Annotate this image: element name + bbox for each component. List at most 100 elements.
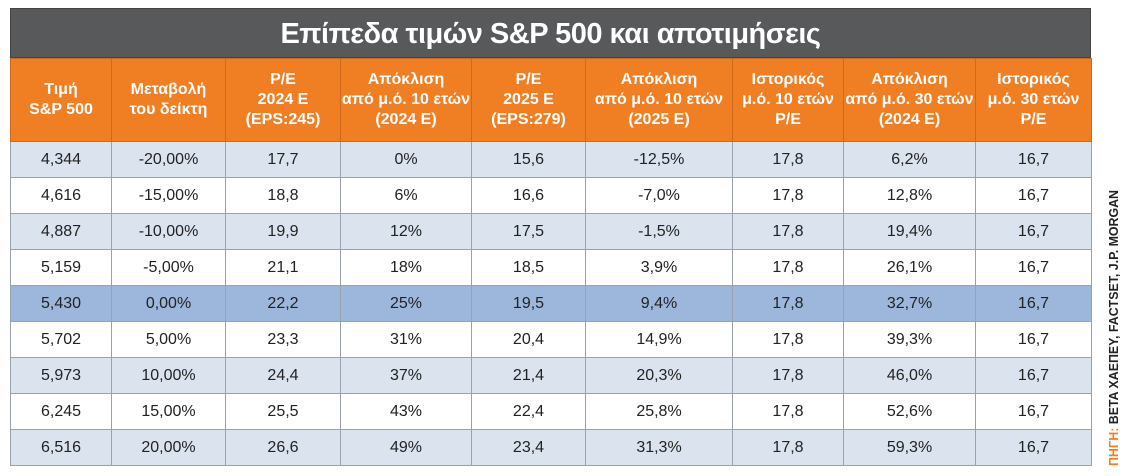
table-row: 5,159 -5,00% 21,1 18% 18,5 3,9% 17,8 26,1% 16,7 (10, 249, 1092, 286)
table-cell: 19,5 (471, 285, 586, 322)
table-cell: 24,4 (225, 357, 341, 394)
column-header-line: P/E (270, 71, 296, 88)
table-cell: 5,159 (10, 249, 112, 286)
table-cell: 4,344 (10, 141, 112, 178)
column-header-line: P/E (515, 71, 542, 88)
table-cell: 15,6 (471, 141, 586, 178)
table-cell: 9,4% (585, 285, 733, 322)
table-cell: 17,7 (225, 141, 341, 178)
table-row: 4,887 -10,00% 19,9 12% 17,5 -1,5% 17,8 19,4% 16,… (10, 213, 1092, 250)
table-cell: 6,2% (843, 141, 976, 178)
column-header-line: (2024 E) (375, 111, 437, 128)
table-cell: 20,3% (585, 357, 733, 394)
table-cell: 19,9 (225, 213, 341, 250)
column-header-line: 2024 E (257, 91, 309, 108)
column-header-4: Απόκλιση από μ.ό. 10 ετών (2024 E) (340, 58, 472, 142)
table-cell: 6,516 (10, 429, 112, 466)
column-header-line: του δείκτη (129, 101, 208, 118)
table-cell: 16,7 (975, 285, 1092, 322)
table-row: 5,973 10,00% 24,4 37% 21,4 20,3% 17,8 46,0% 16,7 (10, 357, 1092, 394)
table-cell: 21,4 (471, 357, 586, 394)
table-cell: 17,8 (732, 213, 844, 250)
column-header-line: Ιστορικός (751, 71, 825, 88)
table-cell: 26,1% (843, 249, 976, 286)
table-cell: -15,00% (111, 177, 226, 214)
table-cell: 32,7% (843, 285, 976, 322)
table-cell: 18,5 (471, 249, 586, 286)
table-cell: 12,8% (843, 177, 976, 214)
table-cell: -12,5% (585, 141, 733, 178)
column-header-line: Ιστορικός (997, 71, 1070, 88)
valuation-table: Τιμή S&P 500 Μεταβολή του δείκτη P/E 2024 E (E… (10, 58, 1092, 466)
table-cell: 17,8 (732, 357, 844, 394)
column-header-1: Τιμή S&P 500 (10, 58, 112, 142)
table-cell: 18,8 (225, 177, 341, 214)
table-cell: 20,4 (471, 321, 586, 358)
column-header-line: 2025 E (503, 91, 554, 108)
column-header-line: S&P 500 (29, 101, 93, 118)
table-row: 5,702 5,00% 23,3 31% 20,4 14,9% 17,8 39,3% 16,7 (10, 321, 1092, 358)
table-cell: 5,430 (10, 285, 112, 322)
column-header-line: μ.ό. 30 ετών (987, 91, 1080, 108)
column-header-line: Απόκλιση (367, 71, 445, 88)
table-cell: 46,0% (843, 357, 976, 394)
table-cell: 3,9% (585, 249, 733, 286)
table-cell: -10,00% (111, 213, 226, 250)
table-cell: 18% (340, 249, 472, 286)
column-header-6: Απόκλιση από μ.ό. 10 ετών (2025 E) (585, 58, 733, 142)
source-names: BETA ΧΑΕΠΕΥ, FACTSET, J.P. MORGAN (1106, 190, 1121, 428)
table-cell: 23,3 (225, 321, 341, 358)
table-cell: 5,00% (111, 321, 226, 358)
column-header-line: P/E (775, 111, 801, 128)
table-cell: 10,00% (111, 357, 226, 394)
table-cell: 12% (340, 213, 472, 250)
table-cell: 16,7 (975, 213, 1092, 250)
table-title: Επίπεδα τιμών S&P 500 και αποτιμήσεις (10, 8, 1091, 58)
table-cell: 16,6 (471, 177, 586, 214)
column-header-5: P/E 2025 E (EPS:279) (471, 58, 586, 142)
table-cell: 17,8 (732, 429, 844, 466)
table-cell: 16,7 (975, 177, 1092, 214)
column-header-line: από μ.ό. 30 ετών (845, 91, 974, 108)
column-header-line: P/E (1020, 111, 1047, 128)
table-cell: 26,6 (225, 429, 341, 466)
column-header-8: Απόκλιση από μ.ό. 30 ετών (2024 E) (843, 58, 976, 142)
table-row: 4,616 -15,00% 18,8 6% 16,6 -7,0% 17,8 12,8% 16,7 (10, 177, 1092, 214)
table-cell: 17,8 (732, 177, 844, 214)
table-cell: 52,6% (843, 393, 976, 430)
table-cell: 39,3% (843, 321, 976, 358)
table-cell: 17,8 (732, 141, 844, 178)
table-cell: 25,5 (225, 393, 341, 430)
table-cell: 6,245 (10, 393, 112, 430)
column-header-line: (EPS:279) (491, 111, 566, 128)
table-row: 6,516 20,00% 26,6 49% 23,4 31,3% 17,8 59,3% 16,7 (10, 429, 1092, 466)
table-cell: 20,00% (111, 429, 226, 466)
column-header-2: Μεταβολή του δείκτη (111, 58, 226, 142)
table-cell: 17,8 (732, 393, 844, 430)
table-cell: 17,8 (732, 249, 844, 286)
table-cell: 25% (340, 285, 472, 322)
table-cell: 16,7 (975, 141, 1092, 178)
header-row: Τιμή S&P 500 Μεταβολή του δείκτη P/E 2024 E (E… (10, 58, 1092, 142)
column-header-line: (2025 E) (628, 111, 690, 128)
table-cell: 22,2 (225, 285, 341, 322)
table-cell: 17,8 (732, 285, 844, 322)
table-cell: 25,8% (585, 393, 733, 430)
table-body: 4,344 -20,00% 17,7 0% 15,6 -12,5% 17,8 6,2% 16,7… (10, 141, 1092, 466)
column-header-line: Τιμή (44, 81, 78, 98)
source-prefix: ΠΗΓΗ: (1106, 428, 1121, 466)
table-cell: 14,9% (585, 321, 733, 358)
table-row: 6,245 15,00% 25,5 43% 22,4 25,8% 17,8 52,6% 16,7 (10, 393, 1092, 430)
table-cell: 31,3% (585, 429, 733, 466)
table-cell: 15,00% (111, 393, 226, 430)
source-text: ΠΗΓΗ: BETA ΧΑΕΠΕΥ, FACTSET, J.P. MORGAN (1106, 190, 1121, 466)
column-header-9: Ιστορικός μ.ό. 30 ετών P/E (975, 58, 1092, 142)
column-header-line: μ.ό. 10 ετών (742, 91, 834, 108)
table-cell: -1,5% (585, 213, 733, 250)
column-header-7: Ιστορικός μ.ό. 10 ετών P/E (732, 58, 844, 142)
column-header-line: Μεταβολή (130, 81, 207, 98)
table-row: 4,344 -20,00% 17,7 0% 15,6 -12,5% 17,8 6,2% 16,7 (10, 141, 1092, 178)
table-cell: 6% (340, 177, 472, 214)
table-cell: 19,4% (843, 213, 976, 250)
table-cell: 43% (340, 393, 472, 430)
